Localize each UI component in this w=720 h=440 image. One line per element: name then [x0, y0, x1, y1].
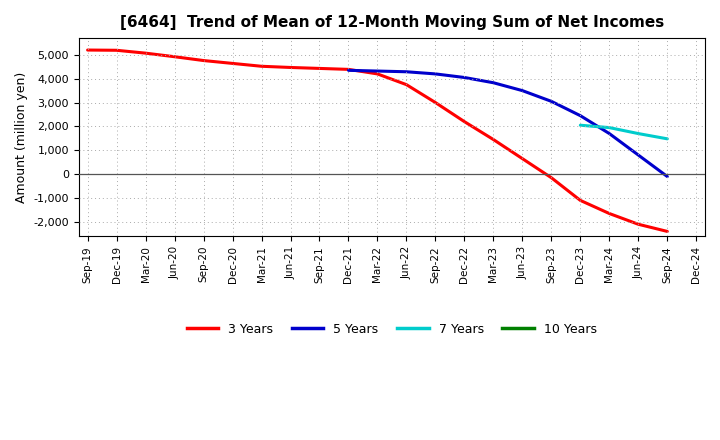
3 Years [431, 100, 440, 105]
3 Years [576, 198, 585, 203]
5 Years [518, 88, 527, 93]
7 Years [605, 125, 613, 130]
5 Years [460, 75, 469, 80]
Y-axis label: Amount (million yen): Amount (million yen) [15, 72, 28, 203]
3 Years [634, 222, 643, 227]
3 Years [663, 229, 672, 234]
Line: 7 Years: 7 Years [580, 125, 667, 139]
3 Years [84, 48, 92, 53]
5 Years [663, 174, 672, 179]
3 Years [518, 156, 527, 161]
3 Years [373, 71, 382, 77]
5 Years [344, 68, 353, 73]
5 Years [431, 71, 440, 77]
5 Years [402, 69, 411, 74]
3 Years [286, 65, 294, 70]
3 Years [605, 211, 613, 216]
7 Years [663, 136, 672, 142]
Line: 5 Years: 5 Years [348, 70, 667, 176]
7 Years [576, 123, 585, 128]
3 Years [199, 58, 208, 63]
3 Years [489, 137, 498, 142]
5 Years [634, 152, 643, 158]
5 Years [576, 113, 585, 118]
3 Years [344, 67, 353, 72]
3 Years [257, 64, 266, 69]
3 Years [547, 175, 556, 180]
3 Years [228, 61, 237, 66]
5 Years [489, 80, 498, 85]
Line: 3 Years: 3 Years [88, 50, 667, 231]
3 Years [170, 54, 179, 59]
Legend: 3 Years, 5 Years, 7 Years, 10 Years: 3 Years, 5 Years, 7 Years, 10 Years [182, 318, 602, 341]
3 Years [402, 82, 411, 87]
Title: [6464]  Trend of Mean of 12-Month Moving Sum of Net Incomes: [6464] Trend of Mean of 12-Month Moving … [120, 15, 664, 30]
3 Years [315, 66, 324, 71]
5 Years [547, 99, 556, 104]
5 Years [373, 68, 382, 73]
3 Years [112, 48, 121, 53]
3 Years [460, 119, 469, 124]
7 Years [634, 131, 643, 136]
3 Years [141, 51, 150, 56]
5 Years [605, 131, 613, 136]
